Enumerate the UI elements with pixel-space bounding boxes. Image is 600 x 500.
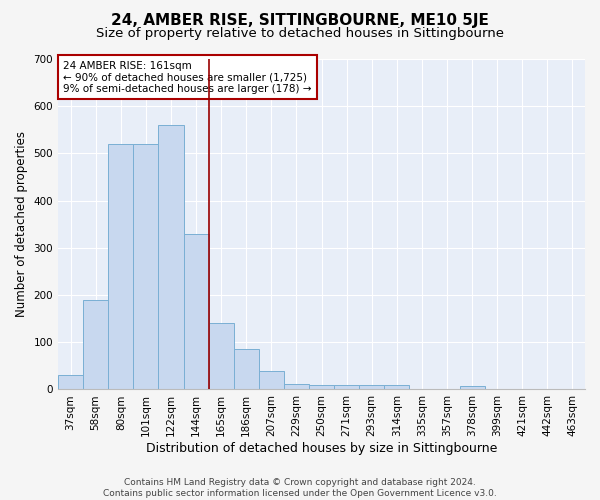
Text: Contains HM Land Registry data © Crown copyright and database right 2024.
Contai: Contains HM Land Registry data © Crown c…	[103, 478, 497, 498]
Y-axis label: Number of detached properties: Number of detached properties	[15, 131, 28, 317]
Bar	[184, 234, 209, 390]
Bar	[158, 125, 184, 390]
Bar	[309, 384, 334, 390]
Bar	[259, 370, 284, 390]
Bar	[83, 300, 108, 390]
Bar	[334, 384, 359, 390]
Bar	[108, 144, 133, 390]
Bar	[384, 384, 409, 390]
Bar	[58, 376, 83, 390]
Text: 24 AMBER RISE: 161sqm
← 90% of detached houses are smaller (1,725)
9% of semi-de: 24 AMBER RISE: 161sqm ← 90% of detached …	[64, 60, 312, 94]
Bar	[359, 384, 384, 390]
Bar	[460, 386, 485, 390]
Text: 24, AMBER RISE, SITTINGBOURNE, ME10 5JE: 24, AMBER RISE, SITTINGBOURNE, ME10 5JE	[111, 12, 489, 28]
Text: Size of property relative to detached houses in Sittingbourne: Size of property relative to detached ho…	[96, 28, 504, 40]
Bar	[284, 384, 309, 390]
Bar	[209, 324, 233, 390]
X-axis label: Distribution of detached houses by size in Sittingbourne: Distribution of detached houses by size …	[146, 442, 497, 455]
Bar	[133, 144, 158, 390]
Bar	[233, 350, 259, 390]
